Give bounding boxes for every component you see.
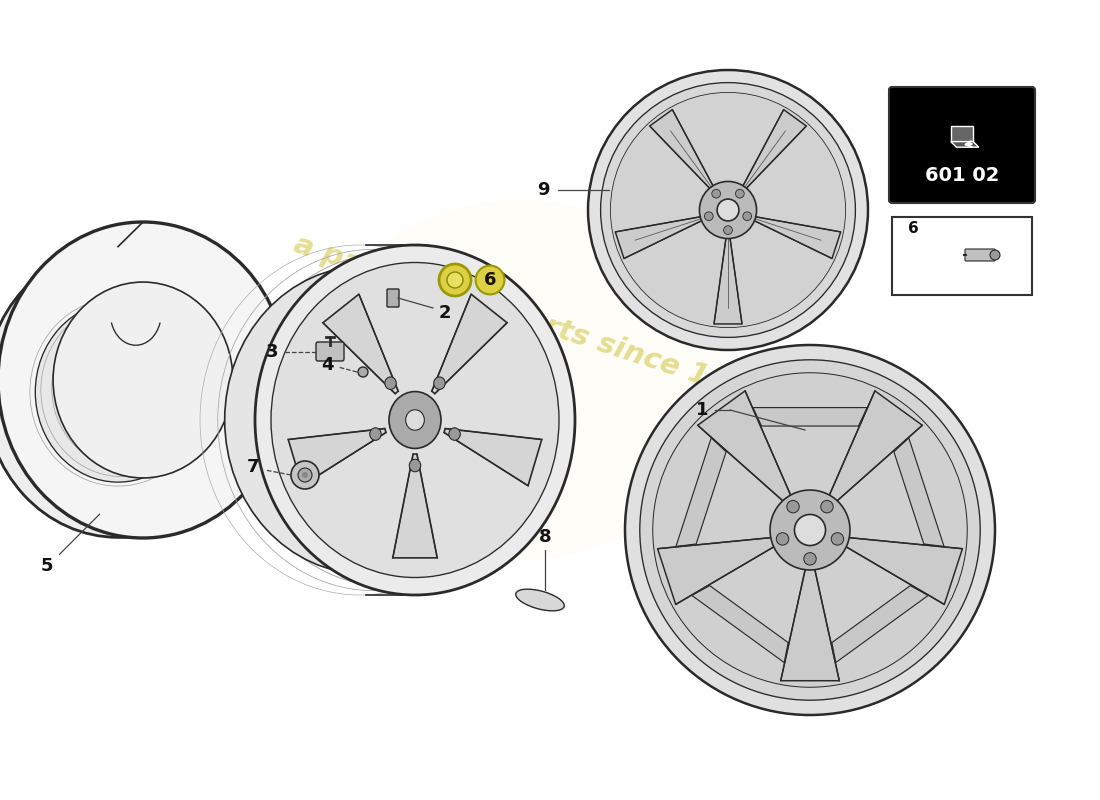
Text: 9: 9 bbox=[537, 181, 549, 199]
Text: 601 02: 601 02 bbox=[925, 166, 999, 186]
Circle shape bbox=[704, 212, 713, 221]
Ellipse shape bbox=[224, 266, 506, 574]
Text: a passion for parts since 1985: a passion for parts since 1985 bbox=[290, 230, 770, 410]
Polygon shape bbox=[697, 391, 796, 510]
Polygon shape bbox=[444, 429, 542, 486]
Ellipse shape bbox=[35, 302, 200, 482]
Polygon shape bbox=[714, 230, 742, 324]
Circle shape bbox=[717, 199, 739, 221]
Ellipse shape bbox=[516, 589, 564, 611]
Circle shape bbox=[794, 514, 825, 546]
FancyBboxPatch shape bbox=[387, 289, 399, 307]
Circle shape bbox=[292, 461, 319, 489]
Polygon shape bbox=[739, 110, 806, 194]
FancyBboxPatch shape bbox=[892, 217, 1032, 295]
Ellipse shape bbox=[406, 410, 425, 430]
Polygon shape bbox=[834, 536, 962, 605]
Circle shape bbox=[777, 533, 789, 545]
Polygon shape bbox=[894, 438, 944, 546]
Ellipse shape bbox=[433, 377, 446, 390]
Circle shape bbox=[447, 272, 463, 288]
Polygon shape bbox=[650, 110, 717, 194]
Circle shape bbox=[302, 472, 308, 478]
Circle shape bbox=[786, 501, 800, 513]
Ellipse shape bbox=[0, 246, 252, 538]
Circle shape bbox=[770, 490, 850, 570]
Text: 6: 6 bbox=[908, 221, 918, 236]
Circle shape bbox=[700, 182, 757, 238]
Ellipse shape bbox=[370, 428, 382, 440]
Circle shape bbox=[625, 345, 996, 715]
Circle shape bbox=[610, 92, 846, 328]
Text: 6: 6 bbox=[484, 271, 496, 289]
Circle shape bbox=[358, 367, 368, 377]
Polygon shape bbox=[615, 215, 710, 258]
Ellipse shape bbox=[271, 262, 559, 578]
Circle shape bbox=[298, 468, 312, 482]
Polygon shape bbox=[432, 294, 507, 394]
Circle shape bbox=[712, 190, 720, 198]
FancyBboxPatch shape bbox=[965, 249, 996, 261]
Circle shape bbox=[640, 360, 980, 700]
Text: 7: 7 bbox=[246, 458, 260, 476]
Ellipse shape bbox=[385, 377, 396, 390]
Polygon shape bbox=[752, 408, 867, 426]
Ellipse shape bbox=[389, 391, 441, 449]
Polygon shape bbox=[676, 438, 726, 546]
FancyBboxPatch shape bbox=[889, 87, 1035, 203]
Circle shape bbox=[990, 250, 1000, 260]
Text: 4: 4 bbox=[321, 356, 333, 374]
Polygon shape bbox=[950, 126, 974, 142]
Ellipse shape bbox=[449, 428, 460, 440]
Polygon shape bbox=[747, 215, 840, 258]
Circle shape bbox=[601, 82, 856, 338]
Polygon shape bbox=[950, 142, 979, 147]
Polygon shape bbox=[781, 556, 839, 681]
Circle shape bbox=[736, 190, 745, 198]
Text: 2: 2 bbox=[439, 304, 451, 322]
Ellipse shape bbox=[0, 222, 288, 538]
Circle shape bbox=[821, 501, 833, 513]
Polygon shape bbox=[832, 586, 928, 662]
Circle shape bbox=[832, 533, 844, 545]
Polygon shape bbox=[393, 454, 437, 558]
Polygon shape bbox=[323, 294, 398, 394]
Circle shape bbox=[652, 373, 967, 687]
Polygon shape bbox=[824, 391, 922, 510]
Text: 1: 1 bbox=[695, 401, 708, 419]
Polygon shape bbox=[658, 536, 786, 605]
Circle shape bbox=[439, 264, 471, 296]
Ellipse shape bbox=[255, 245, 575, 595]
Circle shape bbox=[724, 226, 733, 234]
FancyBboxPatch shape bbox=[316, 342, 344, 361]
Ellipse shape bbox=[409, 459, 420, 472]
Ellipse shape bbox=[53, 282, 233, 478]
Circle shape bbox=[804, 553, 816, 565]
Text: 8: 8 bbox=[539, 528, 551, 546]
Text: 5: 5 bbox=[41, 558, 53, 575]
Text: 3: 3 bbox=[266, 343, 278, 361]
Polygon shape bbox=[288, 429, 386, 486]
Circle shape bbox=[588, 70, 868, 350]
Circle shape bbox=[742, 212, 751, 221]
Polygon shape bbox=[692, 586, 788, 662]
